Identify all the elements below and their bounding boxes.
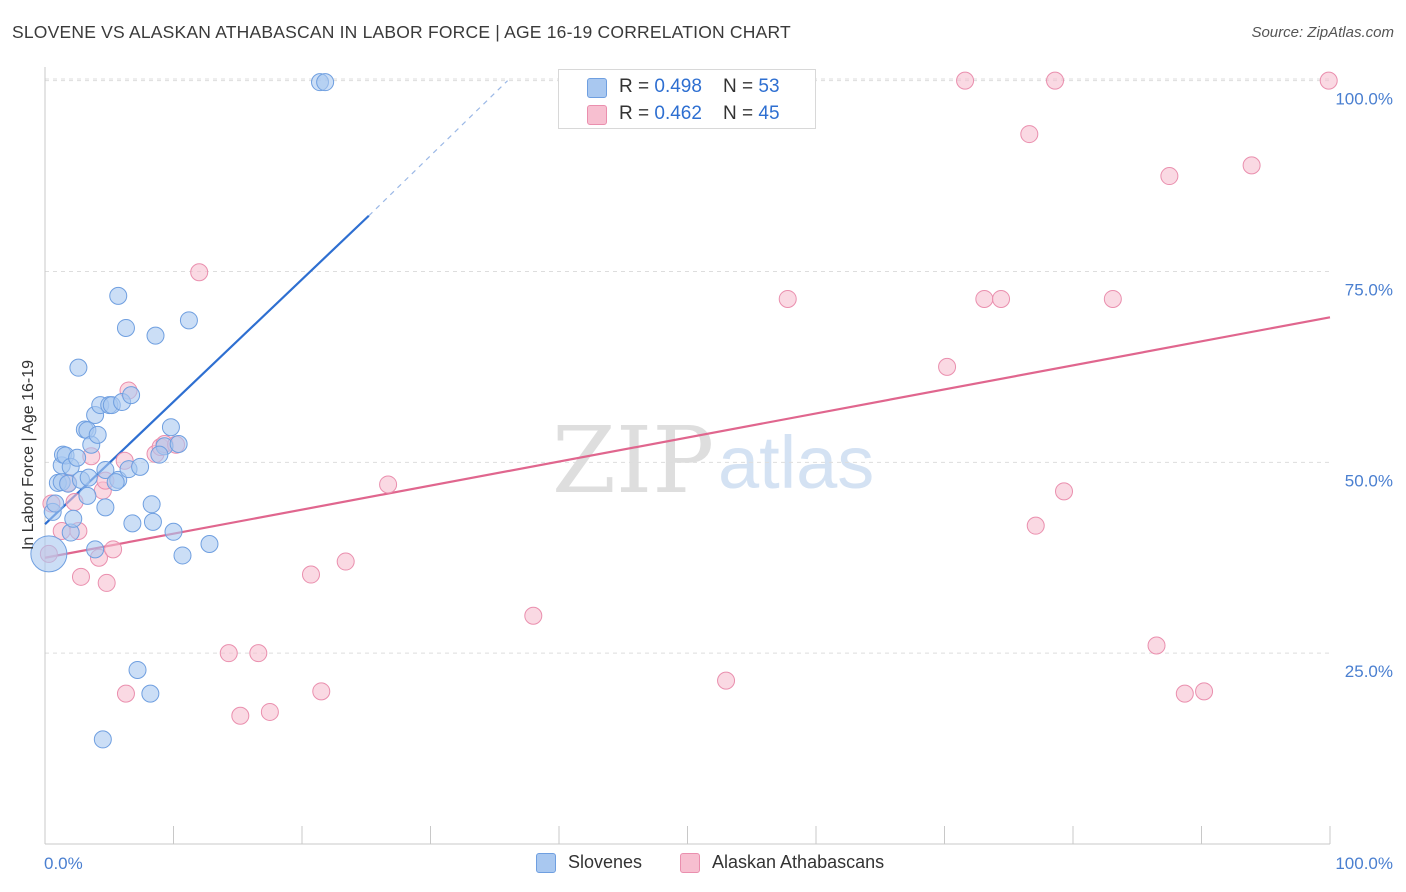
tick-labels: 25.0% 50.0% 75.0% 100.0% 0.0% 100.0% [44, 90, 1393, 873]
point-athabascans [1147, 636, 1166, 655]
point-athabascans [956, 71, 975, 90]
y-tick-label: 25.0% [1345, 662, 1393, 681]
legend-r-label: R = [619, 76, 655, 97]
point-slovenes [169, 434, 188, 453]
point-slovenes [79, 468, 98, 487]
point-slovenes [142, 495, 161, 514]
point-athabascans [97, 573, 116, 592]
y-tick-label: 100.0% [1335, 90, 1393, 109]
point-slovenes [173, 546, 192, 565]
point-athabascans [249, 644, 268, 663]
point-slovenes [30, 535, 68, 573]
point-slovenes [68, 448, 87, 467]
point-athabascans [938, 357, 957, 376]
point-athabascans [975, 289, 994, 308]
point-slovenes [141, 684, 160, 703]
y-tick-label: 50.0% [1345, 471, 1393, 490]
point-athabascans [1160, 167, 1179, 186]
point-athabascans [992, 289, 1011, 308]
x-tick-label-end: 100.0% [1335, 854, 1393, 873]
point-slovenes [200, 534, 219, 553]
point-athabascans [1020, 125, 1039, 144]
point-slovenes [146, 326, 165, 345]
legend-stats-slovenes: R = 0.498 N = 53 [619, 76, 780, 98]
point-slovenes [86, 540, 105, 559]
series-legend: Slovenes Alaskan Athabascans [0, 852, 1406, 878]
point-slovenes [46, 494, 65, 513]
y-tick-label: 75.0% [1345, 280, 1393, 299]
point-athabascans [1046, 71, 1065, 90]
point-slovenes [109, 286, 128, 305]
legend-n-value: 45 [758, 103, 780, 124]
watermark: ZIP atlas [552, 407, 874, 514]
point-athabascans [1175, 684, 1194, 703]
point-slovenes [143, 512, 162, 531]
point-athabascans [312, 682, 331, 701]
point-athabascans [379, 475, 398, 494]
grid [45, 78, 1330, 654]
data-points [30, 71, 1338, 749]
axes [44, 67, 1331, 845]
point-slovenes [93, 730, 112, 749]
point-slovenes [96, 460, 115, 479]
point-slovenes [150, 445, 169, 464]
point-athabascans [260, 702, 279, 721]
point-slovenes [164, 522, 183, 541]
trend-line-slovenes-extension [368, 80, 509, 217]
series-swatch-slovenes [536, 853, 556, 873]
chart-title: SLOVENE VS ALASKAN ATHABASCAN IN LABOR F… [12, 22, 791, 42]
point-slovenes [78, 486, 97, 505]
point-athabascans [71, 567, 90, 586]
series-name-athabascans: Alaskan Athabascans [712, 852, 885, 872]
point-slovenes [179, 311, 198, 330]
point-slovenes [106, 473, 125, 492]
point-athabascans [1242, 156, 1261, 175]
x-tick-label-start: 0.0% [44, 854, 83, 873]
y-axis-title: In Labor Force | Age 16-19 [20, 360, 37, 550]
point-slovenes [128, 660, 147, 679]
point-slovenes [88, 425, 107, 444]
series-swatch-athabascans [680, 853, 700, 873]
series-name-slovenes: Slovenes [568, 852, 643, 872]
point-slovenes [161, 418, 180, 437]
point-athabascans [778, 289, 797, 308]
watermark-zip: ZIP [552, 407, 714, 514]
trend-line-athabascans [44, 316, 1331, 559]
point-athabascans [190, 263, 209, 282]
point-athabascans [104, 540, 123, 559]
source-label: Source: ZipAtlas.com [1251, 24, 1394, 41]
legend-swatch-athabascans [587, 105, 607, 125]
point-athabascans [717, 671, 736, 690]
point-athabascans [116, 684, 135, 703]
legend-swatch-slovenes [587, 78, 607, 98]
point-slovenes [116, 318, 135, 337]
point-slovenes [64, 509, 83, 528]
point-athabascans [301, 565, 320, 584]
point-athabascans [524, 606, 543, 625]
point-athabascans [1055, 482, 1074, 501]
point-slovenes [316, 73, 335, 92]
legend-r-value: 0.462 [654, 103, 702, 124]
point-slovenes [131, 457, 150, 476]
point-athabascans [1026, 516, 1045, 535]
correlation-legend: R = 0.498 N = 53 R = 0.462 N = 45 [558, 69, 816, 129]
point-slovenes [122, 386, 141, 405]
point-athabascans [231, 706, 250, 725]
point-athabascans [336, 552, 355, 571]
legend-r-value: 0.498 [654, 76, 702, 97]
point-athabascans [219, 644, 238, 663]
point-slovenes [69, 358, 88, 377]
point-athabascans [1103, 289, 1122, 308]
legend-n-label: N = [723, 103, 759, 124]
legend-r-label: R = [619, 103, 655, 124]
point-slovenes [123, 514, 142, 533]
point-athabascans [1319, 71, 1338, 90]
point-slovenes [96, 498, 115, 517]
legend-n-label: N = [723, 76, 759, 97]
legend-n-value: 53 [758, 76, 780, 97]
legend-stats-athabascans: R = 0.462 N = 45 [619, 103, 780, 125]
point-athabascans [1195, 682, 1214, 701]
